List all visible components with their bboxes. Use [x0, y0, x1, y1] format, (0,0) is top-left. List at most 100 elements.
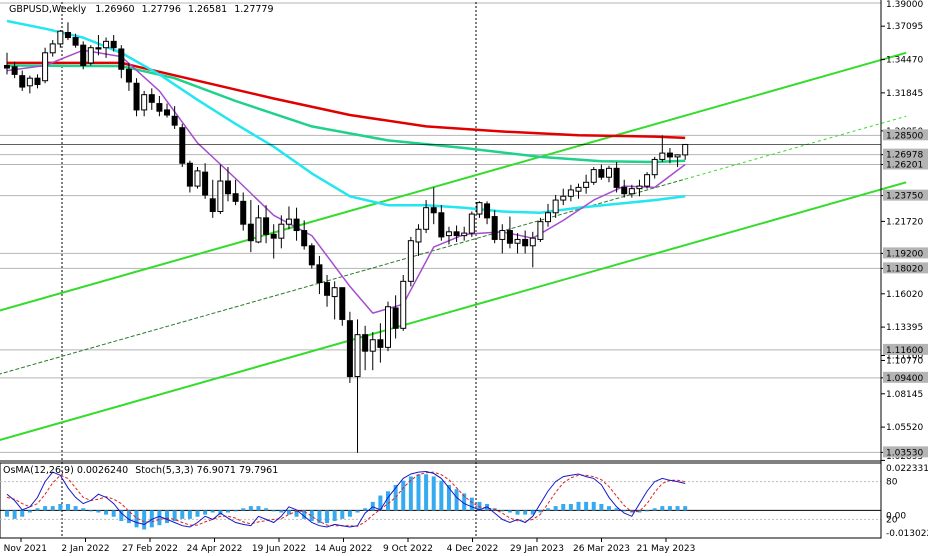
- osma-bar: [546, 508, 551, 511]
- osma-bar: [576, 501, 581, 511]
- candle-body: [285, 218, 292, 225]
- osma-bar: [256, 506, 261, 511]
- price-tick-label: 1.08145: [886, 390, 923, 400]
- osma-bar: [523, 510, 528, 515]
- price-tick-label: 1.39000: [886, 0, 923, 10]
- vertical-dotted-lines: [61, 2, 477, 538]
- osma-bar: [606, 506, 611, 511]
- time-tick-label: 14 Aug 2022: [315, 544, 373, 554]
- candle-body: [392, 307, 399, 329]
- osma-bar: [210, 510, 215, 513]
- price-tick-label: 1.10770: [886, 356, 923, 366]
- candle-body: [110, 40, 117, 49]
- osma-bar: [73, 506, 78, 511]
- price-level-tag-label: 1.23750: [886, 192, 923, 202]
- osc-tick-label: 20: [886, 515, 898, 525]
- candle-body: [26, 77, 33, 87]
- osma-bar: [568, 504, 573, 511]
- candle-body: [453, 231, 460, 237]
- candle-body: [545, 212, 552, 223]
- osma-header: OsMA(12,26,9) 0.0026240: [3, 465, 128, 476]
- osma-bar: [302, 510, 307, 519]
- price-level-tag: [883, 129, 928, 141]
- horizontal-levels: [0, 2, 881, 453]
- osma-bar: [378, 495, 383, 511]
- candle-body: [4, 64, 10, 69]
- candle-body: [590, 169, 597, 183]
- osma-bar: [553, 506, 558, 511]
- price-tick-label: 1.31845: [886, 89, 923, 99]
- stoch-signal-line: [6, 471, 686, 527]
- candle-body: [103, 40, 110, 49]
- osma-bar: [363, 508, 368, 511]
- price-level-tag-label: 1.09400: [886, 374, 923, 384]
- osma-bar: [149, 510, 154, 528]
- osma-bar: [294, 510, 299, 517]
- price-level-tag: [883, 158, 928, 170]
- osma-bar: [165, 510, 170, 524]
- candle-body: [171, 115, 178, 126]
- candle-body: [186, 162, 193, 187]
- osma-bar: [88, 510, 93, 512]
- osma-bar: [408, 476, 413, 511]
- osma-bar: [675, 506, 680, 511]
- candle-body: [666, 152, 673, 158]
- candle-body: [42, 52, 49, 82]
- price-level-tag-label: 1.26978: [886, 151, 923, 161]
- osma-bar: [35, 508, 40, 511]
- header-close: 1.27779: [234, 4, 273, 15]
- candle-body: [461, 232, 468, 237]
- osma-bar: [248, 506, 253, 511]
- candle-body: [133, 82, 140, 111]
- osma-bar: [424, 474, 429, 511]
- osma-bar: [355, 510, 360, 513]
- osma-bar: [187, 510, 192, 519]
- candle-body: [529, 237, 536, 247]
- candle-body: [141, 94, 148, 111]
- osma-bar: [325, 510, 330, 524]
- osma-bar: [332, 510, 337, 521]
- osma-bar: [134, 510, 139, 528]
- osma-bar: [20, 510, 25, 517]
- osma-bar: [614, 508, 619, 511]
- osma-bar: [340, 510, 345, 519]
- time-tick-label: 9 Oct 2022: [383, 544, 433, 554]
- price-level-tag: [883, 446, 928, 458]
- osma-bar: [126, 510, 131, 524]
- candle-body: [57, 30, 64, 45]
- osma-bar: [142, 510, 147, 530]
- candle-body: [87, 47, 94, 64]
- candle-body: [644, 174, 651, 187]
- candle-body: [514, 238, 521, 244]
- osma-bar: [50, 506, 55, 511]
- osma-bar: [538, 510, 543, 513]
- osma-bar: [645, 510, 650, 512]
- regression-channel: [0, 51, 907, 441]
- candle-body: [445, 231, 452, 237]
- osma-bar: [104, 510, 109, 515]
- candle-body: [270, 233, 277, 239]
- candle-body: [385, 306, 391, 348]
- candle-body: [202, 171, 209, 196]
- candle-body: [605, 167, 612, 178]
- candle-body: [316, 264, 323, 284]
- time-tick-label: 29 Jan 2023: [510, 544, 564, 554]
- candle-body: [255, 217, 262, 243]
- candle-body: [369, 339, 376, 352]
- osma-bar: [416, 474, 421, 511]
- osma-bar: [65, 504, 70, 511]
- stoch-header: Stoch(5,3,3) 76.9071 79.7961: [135, 465, 278, 476]
- price-tick-label: 1.11160: [886, 351, 923, 361]
- candle-body: [407, 240, 414, 282]
- candle-body: [118, 48, 125, 70]
- candle-body: [232, 193, 239, 202]
- osc-tick-label: 0.00: [886, 511, 906, 521]
- price-level-tag-label: 1.03530: [886, 448, 923, 458]
- time-tick-label: 26 Mar 2023: [573, 544, 630, 554]
- candle-body: [613, 167, 620, 188]
- candle-body: [49, 43, 56, 54]
- time-tick-label: 2 Jan 2022: [61, 544, 109, 554]
- price-level-tag: [883, 148, 928, 160]
